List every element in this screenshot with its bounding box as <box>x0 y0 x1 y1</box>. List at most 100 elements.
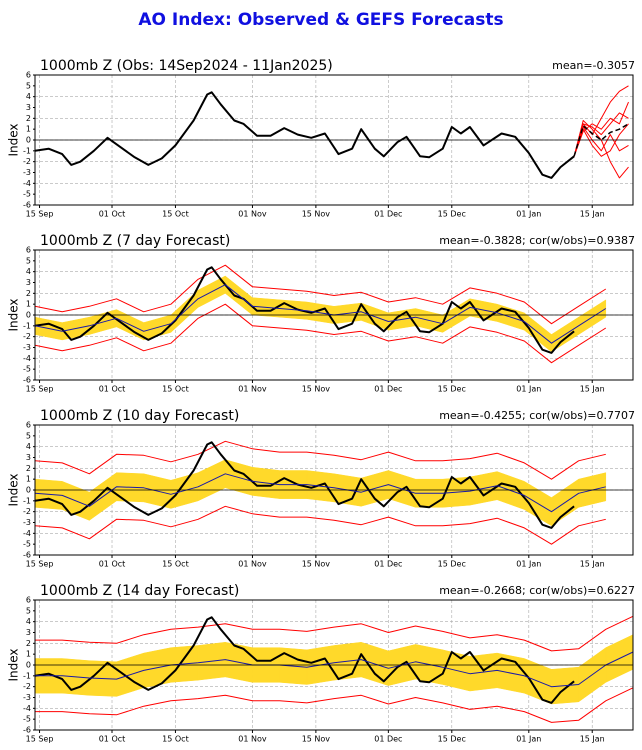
y-tick-label: -1 <box>23 146 31 155</box>
x-tick-label: 01 Dec <box>374 560 402 569</box>
series-line <box>35 615 634 652</box>
page-title: AO Index: Observed & GEFS Forecasts <box>138 10 503 30</box>
series-line <box>34 91 575 179</box>
y-tick-label: 6 <box>26 71 31 80</box>
y-tick-label: -4 <box>23 179 31 188</box>
series-line <box>34 284 607 344</box>
y-tick-label: -3 <box>23 693 31 702</box>
series-line <box>573 101 629 157</box>
y-tick-label: 1 <box>26 650 31 659</box>
x-tick-label: 15 Dec <box>438 560 466 569</box>
x-tick-label: 01 Oct <box>99 560 126 569</box>
y-tick-label: 0 <box>26 486 31 495</box>
panel-title: 1000mb Z (Obs: 14Sep2024 - 11Jan2025) <box>40 58 333 74</box>
y-tick-label: -3 <box>23 518 31 527</box>
y-tick-label: 3 <box>26 453 31 462</box>
y-tick-label: 5 <box>26 256 31 265</box>
x-tick-label: 15 Nov <box>302 560 331 569</box>
y-tick-label: -1 <box>23 496 31 505</box>
plot-frame <box>34 599 634 731</box>
panel-annotation: mean=-0.4255; cor(w/obs)=0.7707 <box>439 409 635 422</box>
series-line <box>34 505 606 545</box>
y-tick-label: 4 <box>26 92 31 101</box>
y-tick-label: -4 <box>23 529 31 538</box>
y-tick-label: 4 <box>26 267 31 276</box>
series-line <box>34 303 607 364</box>
y-tick-label: -5 <box>23 365 31 374</box>
x-tick-label: 15 Nov <box>302 385 331 394</box>
y-tick-label: -1 <box>23 321 31 330</box>
y-tick-label: -2 <box>23 507 31 516</box>
y-tick-label: 4 <box>26 442 31 451</box>
y-tick-label: -3 <box>23 343 31 352</box>
panel-title: 1000mb Z (14 day Forecast) <box>40 583 239 599</box>
x-tick-label: 15 Nov <box>302 735 331 744</box>
y-tick-label: 5 <box>26 606 31 615</box>
y-tick-label: 1 <box>26 475 31 484</box>
x-tick-label: 15 Oct <box>162 735 189 744</box>
y-tick-label: 4 <box>26 617 31 626</box>
y-axis-label: Index <box>7 298 21 331</box>
x-tick-label: 01 Nov <box>238 560 267 569</box>
series-line <box>34 440 606 480</box>
y-tick-label: -5 <box>23 190 31 199</box>
x-tick-label: 15 Oct <box>162 210 189 219</box>
series-line <box>573 126 629 157</box>
x-tick-label: 15 Oct <box>162 560 189 569</box>
y-tick-label: 6 <box>26 596 31 605</box>
y-axis-label: Index <box>7 648 21 681</box>
x-tick-label: 01 Dec <box>374 385 402 394</box>
x-tick-label: 15 Jan <box>580 210 605 219</box>
y-tick-label: 5 <box>26 431 31 440</box>
series-line <box>34 473 606 513</box>
series-line <box>35 651 634 688</box>
y-tick-label: 0 <box>26 661 31 670</box>
y-tick-label: -6 <box>23 551 31 560</box>
x-tick-label: 01 Jan <box>516 385 541 394</box>
panel-annotation: mean=-0.3057 <box>552 59 635 72</box>
x-tick-label: 15 Dec <box>438 385 466 394</box>
y-tick-label: -6 <box>23 201 31 210</box>
y-tick-label: 3 <box>26 628 31 637</box>
series-line <box>573 123 629 157</box>
y-tick-label: 2 <box>26 114 31 123</box>
y-tick-label: 2 <box>26 464 31 473</box>
series-line <box>573 112 629 157</box>
y-tick-label: 1 <box>26 300 31 309</box>
x-tick-label: 15 Nov <box>302 210 331 219</box>
y-tick-label: -4 <box>23 704 31 713</box>
plot-frame <box>34 74 634 206</box>
x-tick-label: 15 Jan <box>580 560 605 569</box>
y-tick-label: -6 <box>23 376 31 385</box>
plot-frame <box>34 249 634 381</box>
y-tick-label: -5 <box>23 715 31 724</box>
x-tick-label: 15 Dec <box>438 210 466 219</box>
y-tick-label: 1 <box>26 125 31 134</box>
panel-title: 1000mb Z (10 day Forecast) <box>40 408 239 424</box>
x-tick-label: 01 Oct <box>99 385 126 394</box>
x-tick-label: 01 Jan <box>516 560 541 569</box>
y-tick-label: -2 <box>23 682 31 691</box>
y-tick-label: -1 <box>23 671 31 680</box>
y-tick-label: 6 <box>26 246 31 255</box>
y-tick-label: -5 <box>23 540 31 549</box>
x-tick-label: 01 Jan <box>516 735 541 744</box>
series-line <box>35 687 634 723</box>
x-tick-label: 15 Sep <box>26 735 54 744</box>
y-tick-label: -6 <box>23 726 31 735</box>
y-tick-label: -4 <box>23 354 31 363</box>
x-tick-label: 01 Nov <box>238 385 267 394</box>
series-line <box>34 264 607 325</box>
y-tick-label: 6 <box>26 421 31 430</box>
y-tick-label: -2 <box>23 332 31 341</box>
x-tick-label: 15 Sep <box>26 210 54 219</box>
x-tick-label: 01 Oct <box>99 735 126 744</box>
x-tick-label: 01 Jan <box>516 210 541 219</box>
x-tick-label: 15 Jan <box>580 385 605 394</box>
y-axis-label: Index <box>7 473 21 506</box>
y-tick-label: 0 <box>26 136 31 145</box>
y-tick-label: 2 <box>26 289 31 298</box>
x-tick-label: 01 Dec <box>374 735 402 744</box>
x-tick-label: 01 Dec <box>374 210 402 219</box>
